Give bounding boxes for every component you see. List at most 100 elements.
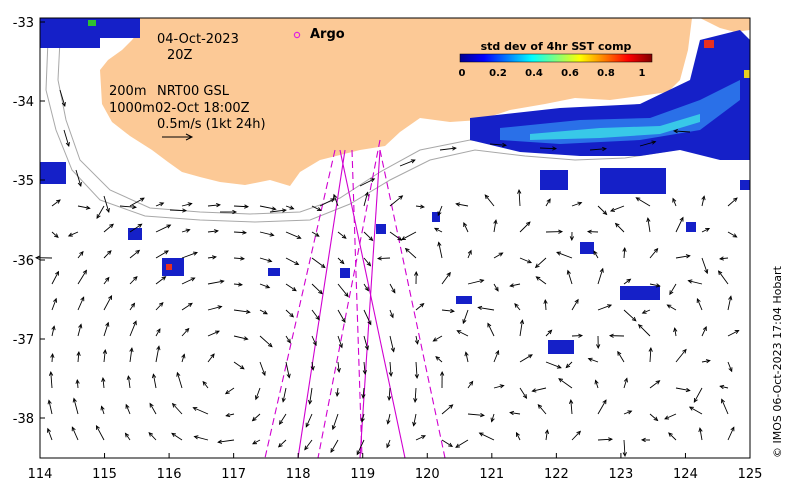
current-arrow bbox=[361, 387, 366, 399]
current-arrow bbox=[514, 303, 521, 311]
velocity-scale-arrow bbox=[162, 133, 194, 141]
current-arrow bbox=[67, 231, 79, 237]
land-mass-east bbox=[700, 18, 750, 32]
colorbar-tick-label: 1 bbox=[639, 68, 646, 79]
current-arrow bbox=[571, 201, 583, 207]
current-arrow bbox=[252, 439, 261, 445]
current-arrow bbox=[269, 208, 287, 213]
current-arrow bbox=[363, 191, 369, 207]
current-arrow bbox=[519, 257, 533, 264]
current-arrow bbox=[544, 429, 550, 441]
current-arrow bbox=[225, 412, 235, 418]
plot-frame bbox=[39, 17, 751, 459]
current-arrow bbox=[414, 335, 420, 345]
current-arrow bbox=[304, 439, 313, 451]
current-arrow bbox=[493, 283, 499, 292]
current-arrow bbox=[319, 198, 336, 207]
current-arrow bbox=[102, 349, 108, 363]
current-arrow bbox=[597, 205, 608, 216]
current-arrow bbox=[467, 380, 474, 389]
current-arrows bbox=[34, 89, 740, 458]
current-arrow bbox=[59, 89, 66, 107]
current-arrow bbox=[259, 205, 277, 211]
current-arrow bbox=[129, 276, 138, 285]
current-arrow bbox=[71, 426, 79, 441]
y-axis: -33 -34 -35 -36 -37 -38 bbox=[13, 16, 45, 427]
current-arrow bbox=[589, 146, 607, 152]
colorbar-tick-label: 0.2 bbox=[489, 68, 507, 79]
current-arrow bbox=[151, 373, 157, 389]
colorbar bbox=[459, 53, 653, 63]
current-arrow bbox=[310, 361, 315, 371]
y-tick-label: -34 bbox=[13, 95, 34, 110]
current-arrow bbox=[493, 219, 498, 233]
current-arrow bbox=[48, 371, 54, 389]
current-arrow bbox=[696, 297, 703, 311]
current-arrow bbox=[493, 384, 505, 389]
current-arrow bbox=[413, 387, 418, 403]
current-arrow bbox=[171, 402, 183, 415]
current-arrow bbox=[337, 283, 349, 298]
current-arrow bbox=[597, 267, 604, 285]
current-arrow bbox=[207, 305, 223, 311]
current-arrow bbox=[569, 231, 575, 242]
current-arrow bbox=[623, 377, 628, 389]
current-arrow bbox=[623, 410, 633, 415]
current-arrow bbox=[224, 387, 235, 395]
current-arrow bbox=[537, 404, 547, 415]
current-arrow bbox=[155, 202, 165, 207]
current-arrow bbox=[400, 231, 417, 241]
x-tick-label: 115 bbox=[92, 467, 117, 482]
current-arrow bbox=[639, 140, 657, 147]
current-arrow bbox=[101, 377, 106, 389]
current-arrow bbox=[565, 361, 573, 369]
current-arrow bbox=[148, 431, 157, 441]
current-arrow bbox=[285, 283, 297, 292]
current-arrow bbox=[281, 387, 287, 403]
sst-patches bbox=[40, 18, 750, 354]
current-arrow bbox=[103, 250, 112, 259]
current-arrow bbox=[51, 270, 59, 285]
current-arrow bbox=[51, 199, 61, 207]
current-arrow bbox=[155, 328, 161, 337]
x-tick-label: 122 bbox=[544, 467, 569, 482]
current-arrow bbox=[34, 255, 53, 260]
current-arrow bbox=[337, 335, 343, 349]
current-arrow bbox=[311, 335, 317, 347]
current-arrow bbox=[46, 427, 53, 441]
current-arrow bbox=[129, 223, 143, 233]
current-arrow bbox=[77, 205, 91, 210]
current-arrow bbox=[50, 352, 55, 363]
current-arrow bbox=[259, 335, 273, 348]
current-arrow bbox=[433, 227, 443, 233]
current-arrow bbox=[727, 330, 740, 337]
current-arrow bbox=[556, 251, 573, 259]
current-arrow bbox=[193, 435, 209, 441]
current-arrow bbox=[63, 129, 70, 147]
current-arrow bbox=[701, 359, 711, 364]
colorbar-tick-label: 0 bbox=[459, 68, 466, 79]
current-arrow bbox=[467, 278, 485, 285]
current-arrow bbox=[254, 387, 261, 401]
current-arrow bbox=[648, 346, 653, 363]
y-tick-label: -35 bbox=[13, 174, 34, 189]
satellite-tracks bbox=[264, 139, 446, 459]
current-arrow bbox=[76, 351, 81, 363]
current-arrow bbox=[673, 129, 691, 134]
y-tick-label: -33 bbox=[13, 16, 34, 31]
current-arrow bbox=[487, 322, 495, 337]
current-arrow bbox=[77, 269, 87, 285]
current-arrow bbox=[389, 231, 403, 241]
current-arrow bbox=[587, 357, 599, 363]
current-arrow bbox=[675, 387, 691, 393]
current-arrow bbox=[207, 353, 215, 363]
x-axis: 114 115 116 117 118 119 120 121 122 123 124 125 bbox=[28, 453, 762, 482]
current-arrow bbox=[389, 283, 396, 294]
current-arrow bbox=[103, 321, 110, 337]
current-arrow bbox=[515, 431, 521, 441]
current-arrow bbox=[571, 333, 584, 338]
current-arrow bbox=[129, 347, 134, 363]
x-tick-label: 121 bbox=[479, 467, 504, 482]
x-tick-label: 116 bbox=[157, 467, 182, 482]
current-arrow bbox=[539, 146, 558, 151]
